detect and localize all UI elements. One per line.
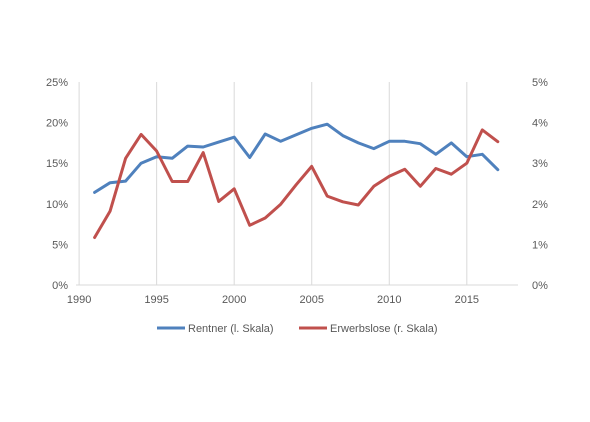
y-left-tick-label: 25% — [46, 77, 68, 89]
axis-layer: 1990 1995 2000 2005 2010 2015 0% 5% 10% 15% 20% 25%… — [46, 77, 548, 306]
x-tick-label: 2000 — [222, 294, 246, 306]
legend-label: Erwerbslose (r. Skala) — [330, 323, 438, 335]
series-layer — [93, 122, 500, 239]
y-right-tick-label: 0% — [532, 280, 548, 292]
y-right-tick-label: 3% — [532, 158, 548, 170]
y-right-tick-label: 4% — [532, 118, 548, 130]
x-tick-label: 2005 — [299, 294, 323, 306]
grid-layer — [78, 82, 468, 285]
y-left-tick-label: 15% — [46, 158, 68, 170]
y-right-tick-label: 1% — [532, 239, 548, 251]
y-left-tick-label: 10% — [46, 199, 68, 211]
y-left-tick-label: 20% — [46, 118, 68, 130]
x-tick-label: 1995 — [144, 294, 168, 306]
legend: Rentner (l. Skala) Erwerbslose (r. Skala) — [157, 323, 438, 335]
x-tick-label: 1990 — [67, 294, 91, 306]
series-line-rentner — [93, 122, 500, 194]
series-line-erwerbslose — [93, 128, 500, 239]
y-left-tick-label: 5% — [52, 239, 68, 251]
legend-label: Rentner (l. Skala) — [188, 323, 274, 335]
y-right-tick-label: 5% — [532, 77, 548, 89]
x-tick-label: 2010 — [377, 294, 401, 306]
y-left-tick-label: 0% — [52, 280, 68, 292]
y-right-tick-label: 2% — [532, 199, 548, 211]
x-tick-label: 2015 — [455, 294, 479, 306]
